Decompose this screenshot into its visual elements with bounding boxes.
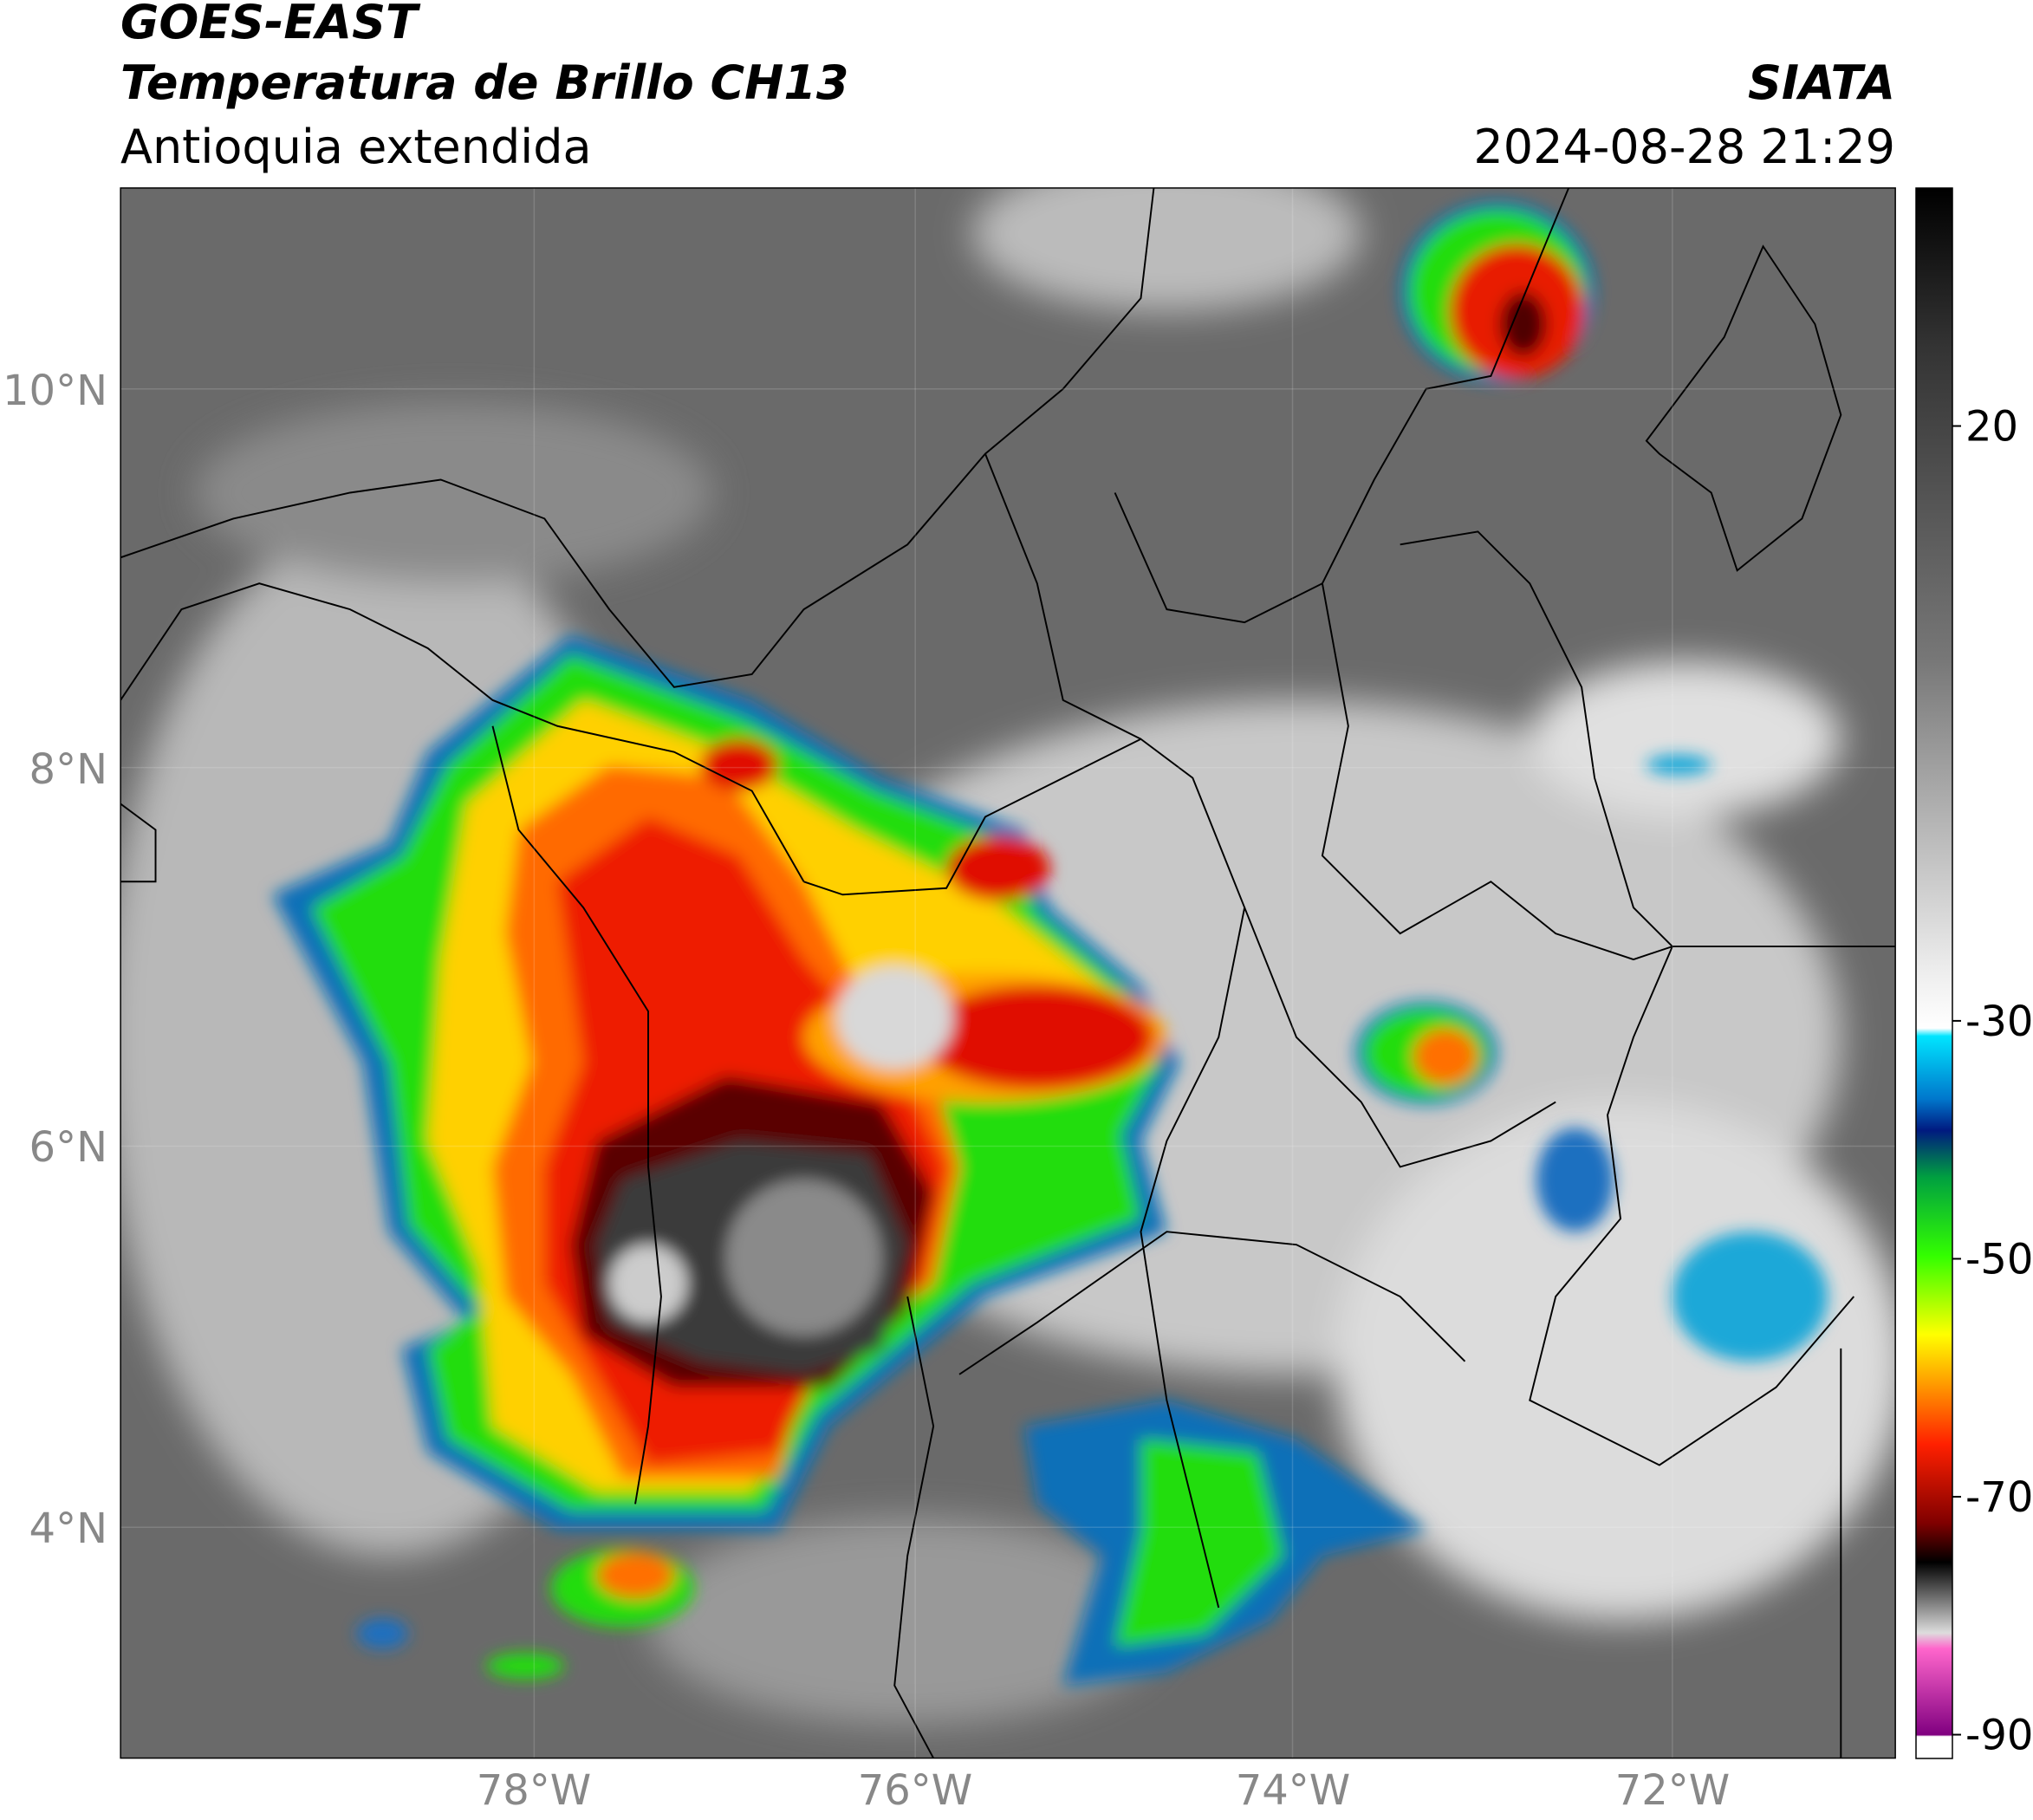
lon-label: 72°W [1615, 1766, 1731, 1815]
colorbar-label: -70 [1965, 1473, 2033, 1522]
map-image [120, 187, 1896, 1758]
timestamp: 2024-08-28 21:29 [1473, 120, 1895, 174]
lon-label: 76°W [858, 1766, 973, 1815]
colorbar-label: -50 [1965, 1235, 2033, 1284]
main-storm [272, 635, 1180, 1531]
lon-label: 78°W [477, 1766, 592, 1815]
source: SIATA [1748, 55, 1895, 110]
lat-label: 8°N [29, 745, 107, 794]
lon-label: 74°W [1236, 1766, 1351, 1815]
map-frame [120, 187, 1896, 1759]
region: Antioquia extendida [120, 120, 592, 174]
lat-label: 4°N [29, 1505, 107, 1553]
colorbar-label: -90 [1965, 1712, 2033, 1760]
colorbar [1915, 187, 1953, 1759]
lat-label: 6°N [29, 1123, 107, 1172]
map [120, 187, 1896, 1759]
colorbar-label: -30 [1965, 998, 2033, 1046]
lat-label: 10°N [3, 367, 107, 415]
borders [120, 187, 1896, 1758]
other-cells [356, 200, 1828, 1686]
colorbar-label: 20 [1965, 403, 2018, 452]
title: GOES-EAST [120, 0, 421, 49]
graticule [120, 187, 1896, 1758]
subtitle: Temperatura de Brillo CH13 [120, 55, 849, 110]
